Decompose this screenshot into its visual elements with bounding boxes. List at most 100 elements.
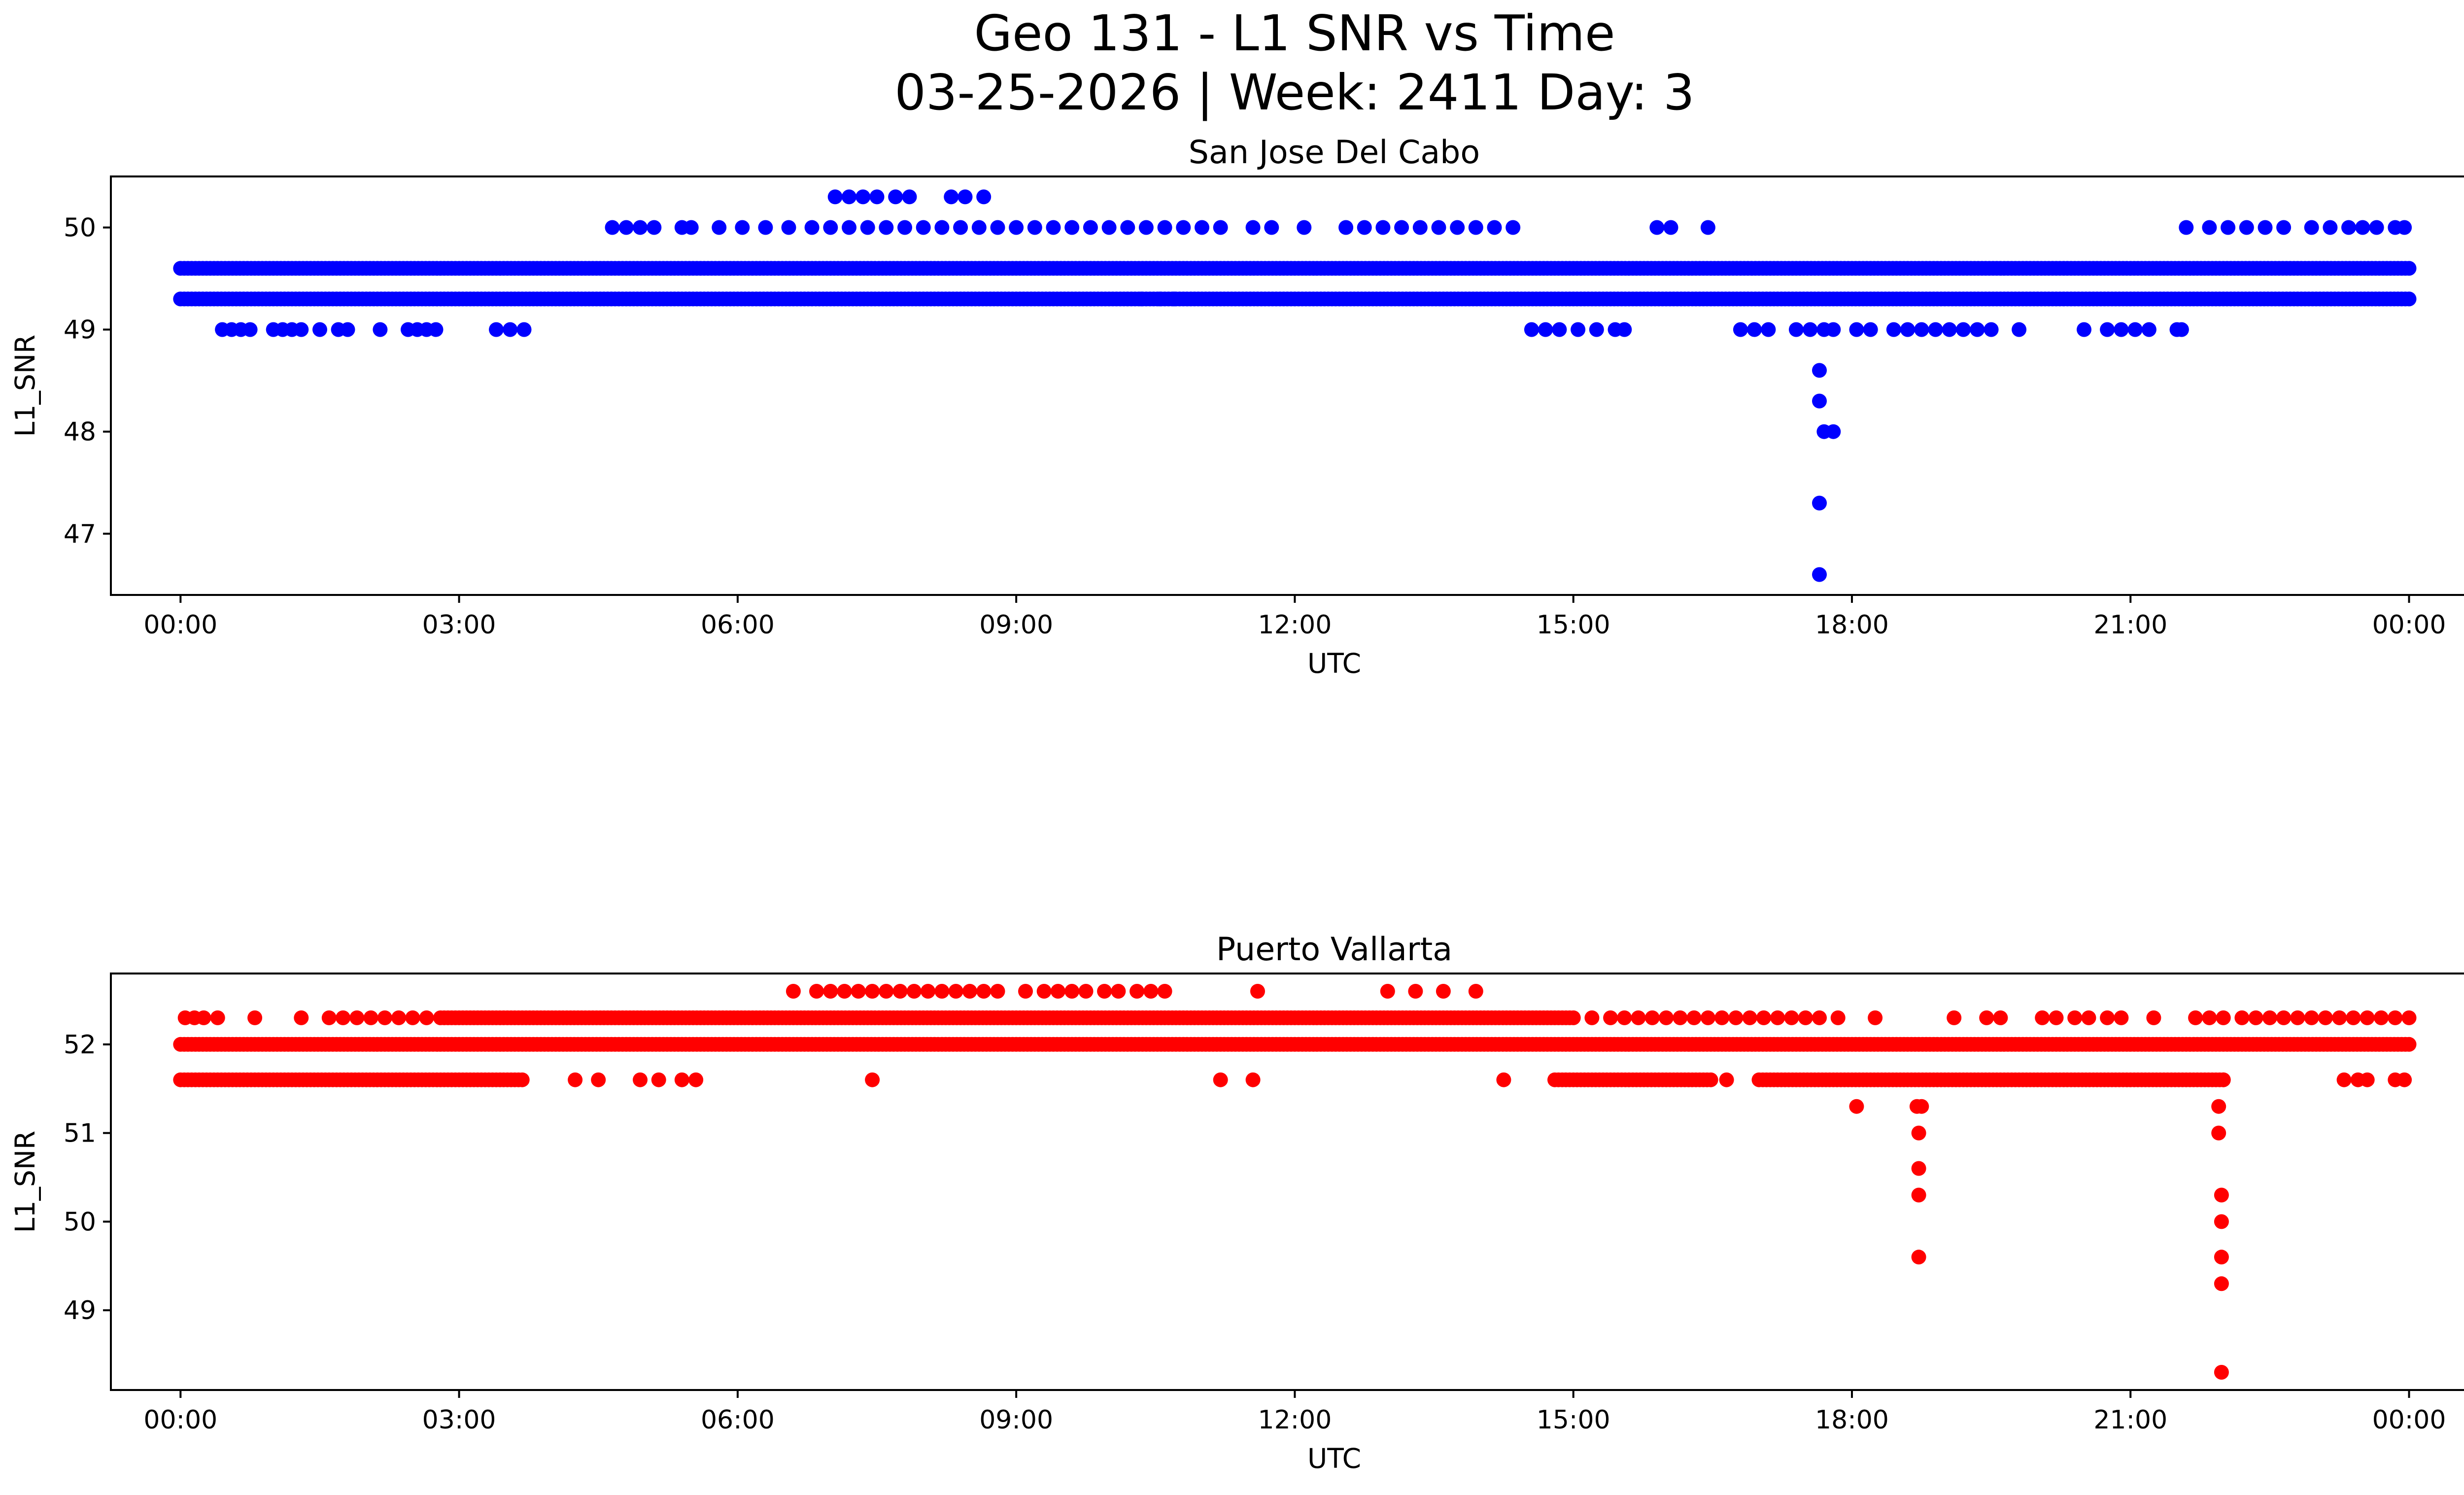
data-point bbox=[605, 220, 620, 235]
data-point bbox=[1803, 322, 1818, 337]
data-point bbox=[1083, 220, 1098, 235]
data-point bbox=[1064, 220, 1080, 235]
data-point bbox=[1700, 220, 1715, 235]
data-point bbox=[1143, 984, 1159, 999]
data-point bbox=[1911, 1125, 1926, 1141]
y-tick-label: 50 bbox=[64, 213, 96, 243]
data-point bbox=[1747, 322, 1762, 337]
x-tick-label: 21:00 bbox=[2093, 1405, 2167, 1435]
x-tick-label: 00:00 bbox=[143, 610, 217, 640]
data-point bbox=[2214, 1250, 2229, 1265]
data-point bbox=[647, 220, 662, 235]
data-point bbox=[1375, 220, 1391, 235]
data-point bbox=[879, 220, 894, 235]
y-tick-label: 48 bbox=[64, 417, 96, 447]
data-point bbox=[1812, 363, 1827, 378]
plot-frame bbox=[110, 973, 2464, 1391]
data-point bbox=[2397, 1072, 2412, 1087]
data-point bbox=[1911, 1161, 1926, 1176]
data-point bbox=[1886, 322, 1901, 337]
subplot-san-jose-del-cabo: 00:00 03:00 06:00 09:00 12:00 15:00 18:00 21:00… bbox=[9, 134, 2464, 679]
data-point bbox=[976, 189, 992, 205]
data-point bbox=[1826, 424, 1841, 439]
data-point bbox=[934, 220, 950, 235]
x-axis-ticks: 00:00 03:00 06:00 09:00 12:00 15:00 18:00 21:00… bbox=[143, 1390, 2446, 1435]
data-point bbox=[2214, 1187, 2229, 1203]
figure-title-line2: 03-25-2026 | Week: 2411 Day: 3 bbox=[894, 64, 1694, 121]
x-tick-label: 00:00 bbox=[143, 1405, 217, 1435]
data-point bbox=[2234, 1010, 2250, 1025]
data-point bbox=[1830, 1010, 1846, 1025]
data-point bbox=[1436, 984, 1451, 999]
x-axis-ticks: 00:00 03:00 06:00 09:00 12:00 15:00 18:00 21:00… bbox=[143, 595, 2446, 640]
data-point bbox=[1947, 1010, 1962, 1025]
data-point bbox=[1584, 1010, 1600, 1025]
data-point bbox=[1050, 984, 1065, 999]
data-point bbox=[2360, 1072, 2375, 1087]
data-point bbox=[897, 220, 912, 235]
data-point bbox=[2221, 220, 2236, 235]
data-point bbox=[1984, 322, 1999, 337]
data-point bbox=[2341, 220, 2356, 235]
data-point bbox=[1157, 984, 1172, 999]
data-point bbox=[2401, 261, 2417, 276]
data-point bbox=[196, 1010, 211, 1025]
data-point bbox=[823, 984, 838, 999]
data-point bbox=[1487, 220, 1502, 235]
x-tick-label: 18:00 bbox=[1815, 610, 1889, 640]
data-point bbox=[1213, 1072, 1228, 1087]
data-point bbox=[1195, 220, 1209, 235]
data-point bbox=[869, 189, 885, 205]
data-point bbox=[688, 1072, 704, 1087]
data-point bbox=[781, 220, 796, 235]
data-point bbox=[1431, 220, 1446, 235]
scatter-series-puerto-vallarta bbox=[173, 984, 2417, 1380]
data-point bbox=[2211, 1099, 2226, 1114]
x-tick-label: 00:00 bbox=[2372, 1405, 2446, 1435]
data-point bbox=[377, 1010, 392, 1025]
data-point bbox=[1046, 220, 1061, 235]
data-point bbox=[1686, 1010, 1702, 1025]
data-point bbox=[1863, 322, 1878, 337]
data-point bbox=[2067, 1010, 2083, 1025]
y-tick-label: 49 bbox=[64, 315, 96, 345]
data-point bbox=[1812, 495, 1827, 511]
data-point bbox=[516, 322, 532, 337]
data-point bbox=[1770, 1010, 1785, 1025]
data-point bbox=[1673, 1010, 1688, 1025]
x-tick-label: 09:00 bbox=[979, 610, 1053, 640]
data-point bbox=[2355, 220, 2370, 235]
data-point bbox=[1849, 1099, 1864, 1114]
data-point bbox=[1603, 1010, 1618, 1025]
data-point bbox=[837, 984, 852, 999]
data-point bbox=[514, 1072, 530, 1087]
data-point bbox=[1812, 393, 1827, 409]
data-point bbox=[804, 220, 820, 235]
x-tick-label: 12:00 bbox=[1258, 610, 1332, 640]
data-point bbox=[1788, 322, 1804, 337]
data-point bbox=[1849, 322, 1864, 337]
y-tick-label: 47 bbox=[64, 520, 96, 549]
x-tick-label: 15:00 bbox=[1537, 1405, 1610, 1435]
data-point bbox=[2318, 1010, 2333, 1025]
data-point bbox=[321, 1010, 337, 1025]
data-point bbox=[865, 1072, 880, 1087]
data-point bbox=[2127, 322, 2143, 337]
data-point bbox=[1134, 291, 1149, 307]
y-axis-ticks: 47 48 49 50 bbox=[64, 213, 111, 549]
data-point bbox=[1009, 220, 1024, 235]
data-point bbox=[921, 984, 936, 999]
data-point bbox=[363, 1010, 378, 1025]
data-point bbox=[312, 322, 327, 337]
data-point bbox=[786, 984, 801, 999]
data-point bbox=[2049, 1010, 2064, 1025]
data-point bbox=[879, 984, 894, 999]
data-point bbox=[2077, 322, 2091, 337]
data-point bbox=[2100, 1010, 2115, 1025]
data-point bbox=[1589, 322, 1604, 337]
data-point bbox=[1018, 984, 1033, 999]
data-point bbox=[934, 984, 950, 999]
data-point bbox=[1914, 1099, 1929, 1114]
data-point bbox=[1914, 322, 1929, 337]
data-point bbox=[1036, 984, 1052, 999]
